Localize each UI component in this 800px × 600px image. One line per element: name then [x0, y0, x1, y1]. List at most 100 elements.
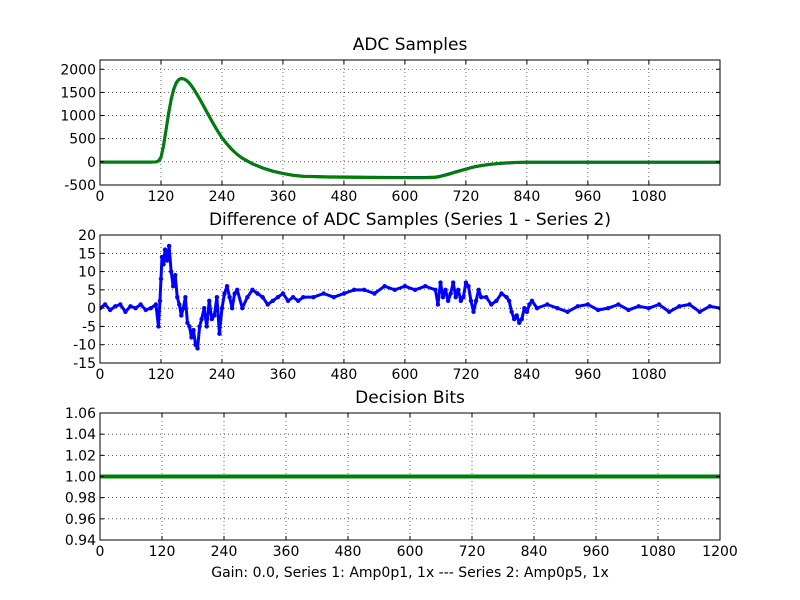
data-point	[412, 287, 418, 293]
data-point	[448, 291, 453, 296]
data-point	[255, 291, 260, 296]
y-tick-label: 0	[87, 155, 96, 171]
data-point	[157, 298, 163, 304]
data-point	[197, 324, 202, 329]
data-point	[453, 294, 458, 300]
data-point	[250, 287, 255, 293]
data-point	[123, 309, 128, 314]
chart-title: ADC Samples	[353, 35, 468, 55]
data-point	[402, 284, 408, 289]
data-point	[166, 243, 172, 249]
data-point	[392, 287, 397, 293]
data-point	[159, 254, 165, 260]
data-point	[529, 298, 535, 304]
data-point	[341, 291, 347, 296]
x-tick-label: 480	[331, 189, 358, 205]
data-point	[227, 294, 232, 300]
data-point	[606, 305, 611, 311]
data-point	[489, 302, 494, 307]
data-point	[128, 304, 133, 309]
x-tick-label: 600	[392, 189, 419, 205]
data-point	[646, 305, 652, 311]
data-point	[173, 273, 178, 278]
data-point	[423, 284, 428, 289]
data-point	[438, 280, 443, 285]
data-point	[240, 305, 245, 311]
data-point	[185, 320, 190, 325]
y-tick-label: 1000	[60, 109, 96, 125]
data-point	[534, 305, 540, 311]
x-tick-label: 960	[575, 367, 602, 383]
x-tick-label: 960	[583, 544, 610, 560]
data-point	[296, 298, 301, 304]
data-point	[168, 269, 174, 274]
data-point	[466, 284, 471, 289]
data-point	[687, 302, 692, 307]
data-point	[107, 307, 113, 313]
data-point	[187, 324, 192, 329]
data-point	[331, 294, 336, 300]
x-tick-label: 840	[514, 367, 541, 383]
data-point	[301, 294, 306, 300]
x-tick-label: 240	[209, 189, 236, 205]
data-point	[175, 294, 180, 300]
data-point	[183, 294, 188, 300]
data-point	[285, 298, 291, 304]
data-point	[280, 291, 286, 296]
y-tick-label: 5	[87, 283, 96, 299]
data-point	[260, 294, 265, 300]
data-point	[522, 305, 527, 311]
y-tick-label: 1.04	[65, 427, 96, 443]
x-tick-label: 0	[96, 189, 105, 205]
data-point	[232, 291, 237, 296]
x-tick-label: 480	[335, 544, 362, 560]
data-point	[229, 305, 235, 311]
y-tick-label: 0.98	[65, 491, 96, 507]
x-tick-label: 720	[453, 189, 480, 205]
data-point	[113, 304, 118, 309]
x-tick-label: 360	[270, 189, 297, 205]
data-point	[565, 309, 570, 314]
data-point	[585, 302, 591, 307]
data-point	[153, 302, 159, 307]
data-point	[626, 307, 631, 313]
x-tick-label: 480	[331, 367, 358, 383]
y-tick-label: 15	[78, 246, 96, 262]
data-point	[195, 346, 200, 351]
chart-panel-3: 0 120 240 360 480 600 720 840 960 1080 1200 0.94 0.9…	[65, 388, 738, 560]
data-point	[514, 313, 519, 318]
data-point	[595, 307, 601, 313]
data-point	[524, 309, 530, 314]
x-tick-label: 840	[521, 544, 548, 560]
data-point	[456, 287, 461, 293]
chart-panel-2: 0 120 240 360 480 600 720 840 960 1080 -15 -10 -5 0 5 1…	[73, 210, 721, 383]
data-point	[697, 309, 702, 314]
data-point	[214, 294, 220, 300]
y-tick-label: 1.06	[65, 406, 96, 422]
data-point	[575, 304, 580, 309]
data-point	[212, 313, 217, 318]
y-tick-label: 0.96	[65, 512, 96, 528]
data-point	[372, 291, 377, 296]
data-point	[468, 298, 474, 304]
data-point	[156, 324, 161, 329]
chart-title: Difference of ADC Samples (Series 1 - Se…	[209, 210, 611, 230]
data-point	[440, 294, 446, 300]
data-point	[433, 287, 438, 293]
data-point	[207, 298, 212, 304]
data-point	[133, 305, 138, 311]
y-tick-label: 500	[69, 132, 96, 148]
data-point	[181, 305, 186, 311]
data-point	[193, 342, 198, 347]
data-point	[666, 309, 672, 314]
data-point	[311, 294, 316, 300]
data-point	[209, 316, 214, 322]
x-tick-label: 0	[96, 367, 105, 383]
data-point	[189, 335, 194, 340]
data-point	[476, 287, 481, 293]
x-tick-label: 120	[149, 544, 176, 560]
x-tick-label: 720	[459, 544, 486, 560]
plot-frame	[99, 234, 721, 364]
data-point	[362, 287, 367, 293]
